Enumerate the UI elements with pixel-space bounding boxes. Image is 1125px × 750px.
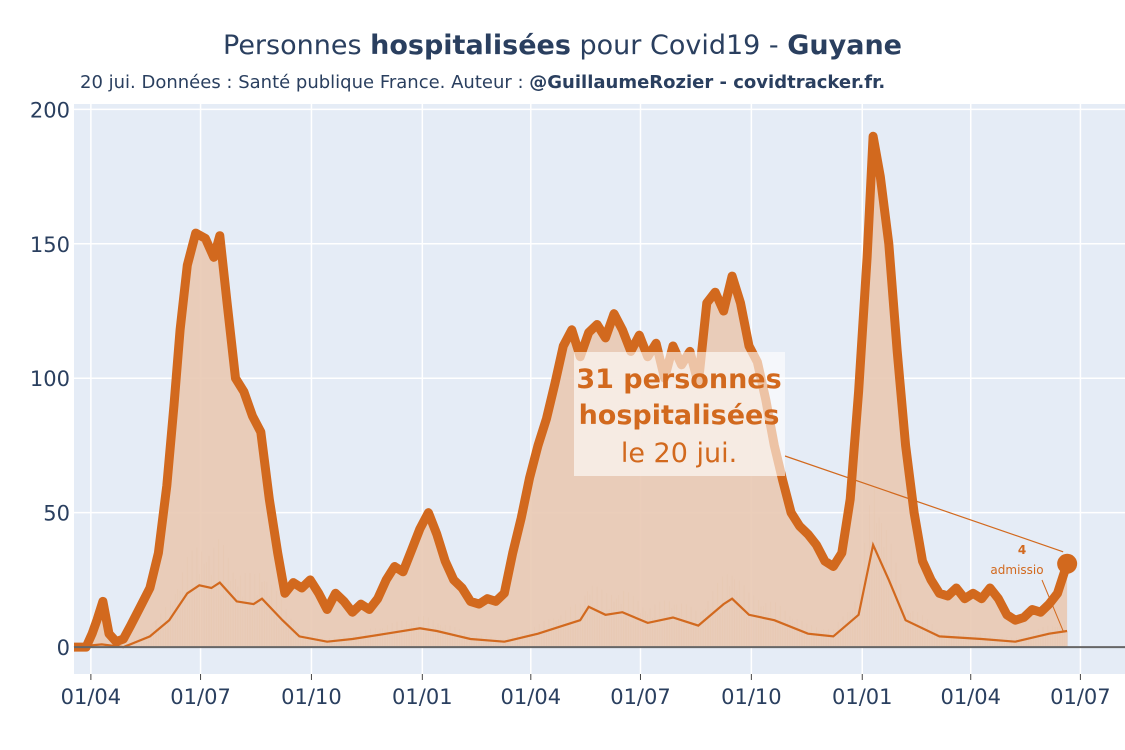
y-tick-label: 150 bbox=[30, 233, 70, 257]
x-tick-label: 01/07 bbox=[610, 685, 671, 709]
x-tick-label: 01/01 bbox=[832, 685, 893, 709]
x-tick-label: 01/04 bbox=[61, 685, 122, 709]
y-tick-label: 100 bbox=[30, 367, 70, 391]
chart-subtitle: 20 jui. Données : Santé publique France.… bbox=[80, 72, 885, 93]
x-tick-label: 01/04 bbox=[501, 685, 562, 709]
annotation-arrow bbox=[784, 455, 1064, 553]
y-tick-label: 50 bbox=[43, 502, 70, 526]
x-tick-label: 01/07 bbox=[1050, 685, 1111, 709]
x-axis-ticks: 01/04 01/07 01/10 01/01 01/04 01/07 01/10 01/01… bbox=[61, 674, 1111, 709]
latest-value-marker bbox=[1057, 553, 1078, 574]
x-tick-label: 01/10 bbox=[721, 685, 782, 709]
y-axis-ticks: 0 50 100 150 200 bbox=[30, 98, 70, 660]
y-tick-label: 200 bbox=[30, 98, 70, 122]
title-part1: Personnes bbox=[223, 30, 371, 61]
title-part2: pour Covid19 - bbox=[570, 30, 788, 61]
admissions-label: admissio bbox=[990, 563, 1043, 577]
annotation-line3: le 20 jui. bbox=[621, 438, 737, 469]
title-bold2: Guyane bbox=[787, 30, 902, 61]
x-tick-label: 01/07 bbox=[170, 685, 231, 709]
annotation-box bbox=[574, 352, 785, 476]
admissions-arrow bbox=[1041, 579, 1064, 632]
x-tick-label: 01/01 bbox=[392, 685, 453, 709]
y-tick-label: 0 bbox=[57, 636, 70, 660]
hospitalisations-area bbox=[74, 136, 1068, 648]
subtitle-bold: @GuillaumeRozier - covidtracker.fr. bbox=[529, 72, 886, 93]
x-tick-label: 01/10 bbox=[281, 685, 342, 709]
title-bold1: hospitalisées bbox=[370, 30, 571, 61]
chart-title: Personnes hospitalisées pour Covid19 - G… bbox=[0, 30, 1125, 61]
hospitalisations-line bbox=[74, 131, 1072, 652]
x-tick-label: 01/04 bbox=[940, 685, 1001, 709]
annotation-line1: 31 personnes bbox=[576, 364, 781, 395]
annotation-line2: hospitalisées bbox=[579, 400, 780, 431]
subtitle-plain: 20 jui. Données : Santé publique France.… bbox=[80, 72, 530, 93]
admissions-line bbox=[73, 541, 1068, 649]
admissions-value: 4 bbox=[1018, 543, 1026, 557]
